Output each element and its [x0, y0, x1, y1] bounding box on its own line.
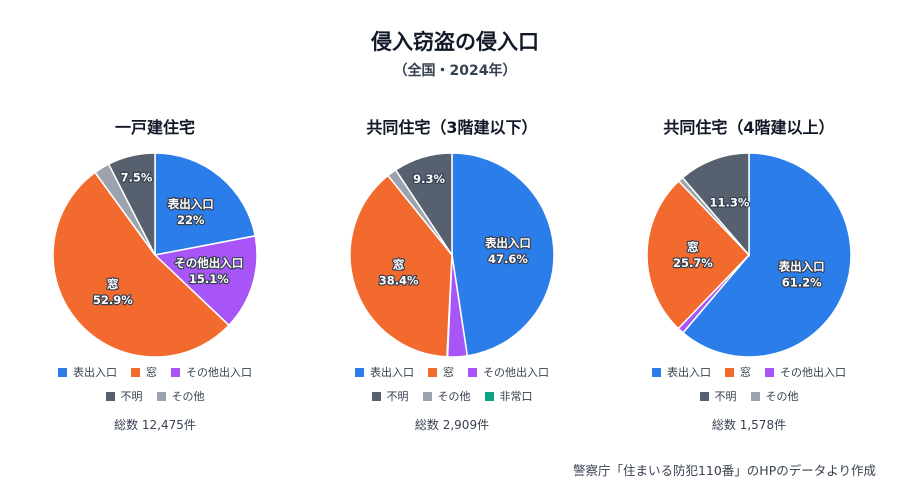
legend-label: 不明	[120, 390, 143, 403]
pie-slice-window	[52, 171, 230, 358]
legend-swatch	[725, 367, 734, 377]
legend-row-2: 不明 その他	[599, 388, 899, 404]
legend-label: 不明	[714, 390, 737, 403]
pie-panel-apartment-high: 共同住宅（4階建以上） 表出入口 61.2% 窓 25.7% 11.3% 表出入口窓その…	[599, 108, 899, 438]
legend-swatch	[371, 391, 381, 401]
slice-label-unknown: 11.3%	[710, 195, 750, 209]
legend-swatch	[105, 391, 115, 401]
slice-label-front-entrance: 表出入口 61.2%	[778, 259, 825, 289]
legend-swatch	[156, 391, 166, 401]
legend-item-other: その他	[750, 388, 799, 404]
legend-item-emergency-exit: 非常口	[484, 388, 533, 404]
legend-item-unknown: 不明	[371, 388, 409, 404]
pie-panel-detached-house: 一戸建住宅 表出入口 22% その他出入口 15.1% 窓 52.9% 7.5% 表出入口 窓…	[5, 108, 305, 438]
panel-title: 共同住宅（3階建以下）	[366, 118, 538, 137]
legend-row-2: 不明 その他	[5, 388, 305, 404]
pie-slice-front-entrance	[451, 152, 555, 357]
legend-label: 表出入口	[667, 366, 711, 379]
legend-swatch	[652, 367, 661, 377]
pie-slice-unknown	[681, 152, 750, 258]
legend-swatch	[750, 391, 760, 401]
slice-label-front-entrance: 表出入口 22%	[167, 197, 214, 227]
legend-swatch	[171, 367, 180, 377]
legend-swatch	[468, 367, 477, 377]
slice-label-front-entrance: 表出入口 47.6%	[484, 236, 531, 266]
total-count: 総数 1,578件	[711, 418, 787, 432]
legend-swatch	[58, 367, 67, 377]
legend-swatch	[484, 391, 494, 401]
panel-title: 共同住宅（4階建以上）	[663, 118, 835, 137]
source-note: 警察庁「住まいる防犯110番」のHPのデータより作成	[572, 463, 876, 478]
pie-slice-window	[349, 174, 453, 358]
legend-row-1: 表出入口 窓 その他出入口	[5, 364, 305, 380]
pie-slice-unknown	[107, 152, 156, 256]
pie-slice-window	[646, 180, 751, 330]
pie-slice-other-entrance	[153, 235, 258, 327]
legend-item-other-entrance: その他出入口	[765, 364, 846, 380]
slice-label-unknown: 9.3%	[413, 172, 445, 186]
legend-item-front-entrance: 表出入口	[58, 364, 117, 380]
legend-label: その他	[765, 390, 799, 403]
legend-swatch	[765, 367, 774, 377]
slice-label-unknown: 7.5%	[120, 171, 152, 185]
legend-item-other: その他	[156, 388, 205, 404]
legend-label: その他	[171, 390, 205, 403]
legend-swatch	[355, 367, 364, 377]
legend-label: その他出入口	[483, 366, 549, 379]
pie-slice-front-entrance	[681, 152, 852, 358]
chart-title: 侵入窃盗の侵入口	[371, 30, 539, 54]
legend-row-2: 不明 その他 非常口	[302, 388, 602, 404]
pie-panel-apartment-low: 共同住宅（3階建以下） 表出入口 47.6% 窓 38.4% 9.3% 表出入口窓その他…	[302, 108, 602, 438]
legend-label: その他	[437, 390, 471, 403]
legend-label: 窓	[443, 366, 454, 379]
legend-item-unknown: 不明	[105, 388, 143, 404]
chart-subtitle: （全国・2024年）	[393, 63, 517, 79]
legend-item-window: 窓	[131, 364, 157, 380]
legend-row-1: 表出入口 窓 その他出入口	[599, 364, 899, 380]
slice-label-other-entrance: その他出入口 15.1%	[174, 256, 243, 286]
legend-item-other: その他	[422, 388, 471, 404]
pie-slice-front-entrance	[154, 152, 257, 256]
legend-item-other-entrance: その他出入口	[171, 364, 252, 380]
panel-title: 一戸建住宅	[114, 118, 195, 137]
pie-slice-unknown	[394, 152, 453, 258]
legend-label: 窓	[740, 366, 751, 379]
legend-swatch	[699, 391, 709, 401]
legend-item-window: 窓	[428, 364, 454, 380]
legend-item-front-entrance: 表出入口	[652, 364, 711, 380]
total-count: 総数 2,909件	[414, 418, 490, 432]
legend-label: 表出入口	[73, 366, 117, 379]
slice-label-window: 窓 38.4%	[379, 257, 419, 287]
legend-label: 非常口	[499, 390, 533, 403]
slice-label-window: 窓 25.7%	[673, 240, 713, 270]
legend-label: 不明	[386, 390, 409, 403]
legend-swatch	[428, 367, 437, 377]
slice-label-window: 窓 52.9%	[93, 277, 133, 307]
legend-item-other-entrance: その他出入口	[468, 364, 549, 380]
legend-item-window: 窓	[725, 364, 751, 380]
legend-swatch	[131, 367, 140, 377]
pie-chart: 表出入口 22% その他出入口 15.1% 窓 52.9% 7.5%	[52, 152, 258, 358]
legend-row-1: 表出入口 窓 その他出入口	[302, 364, 602, 380]
legend-label: その他出入口	[186, 366, 252, 379]
legend-item-unknown: 不明	[699, 388, 737, 404]
legend-swatch	[422, 391, 432, 401]
legend-item-front-entrance: 表出入口	[355, 364, 414, 380]
total-count: 総数 12,475件	[114, 418, 196, 432]
legend-label: その他出入口	[780, 366, 846, 379]
pie-chart: 表出入口 61.2% 窓 25.7% 11.3%	[646, 152, 852, 358]
legend-label: 表出入口	[370, 366, 414, 379]
pie-chart: 表出入口 47.6% 窓 38.4% 9.3%	[349, 152, 555, 358]
legend-label: 窓	[146, 366, 157, 379]
